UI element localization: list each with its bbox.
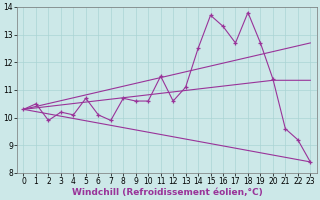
X-axis label: Windchill (Refroidissement éolien,°C): Windchill (Refroidissement éolien,°C) [72,188,262,197]
